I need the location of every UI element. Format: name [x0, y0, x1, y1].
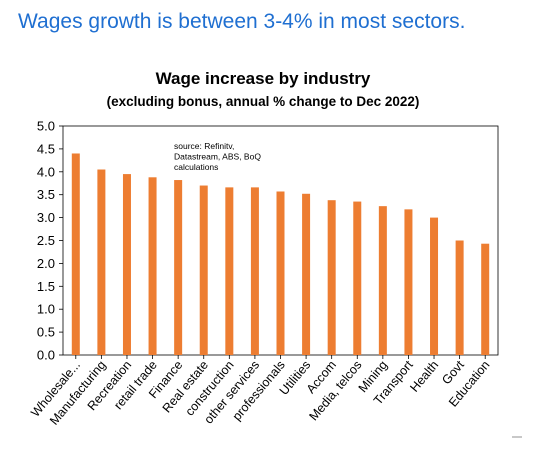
corner-mark: [512, 436, 522, 438]
y-tick-label: 0.0: [37, 348, 55, 363]
bar: [378, 206, 387, 355]
source-note-line: Datastream, ABS, BoQ: [174, 152, 261, 162]
bar: [455, 240, 464, 355]
bar: [302, 193, 311, 355]
bar: [71, 153, 80, 355]
y-tick-label: 0.5: [37, 325, 55, 340]
chart-title: Wage increase by industry: [156, 69, 371, 88]
source-note-line: source: Refinitv,: [174, 141, 234, 151]
y-tick-label: 2.5: [37, 233, 55, 248]
source-note-line: calculations: [174, 162, 218, 172]
bar: [122, 174, 131, 355]
bar: [276, 191, 285, 355]
bar: [353, 201, 362, 355]
y-tick-label: 1.0: [37, 302, 55, 317]
y-tick-label: 4.0: [37, 164, 55, 179]
bar: [225, 187, 234, 355]
bar: [97, 169, 106, 355]
y-tick-label: 2.0: [37, 256, 55, 271]
chart-subtitle: (excluding bonus, annual % change to Dec…: [107, 94, 420, 109]
bar: [327, 200, 336, 355]
y-tick-label: 3.0: [37, 210, 55, 225]
y-tick-label: 3.5: [37, 187, 55, 202]
slide-headline: Wages growth is between 3-4% in most sec…: [18, 10, 466, 33]
bar: [199, 185, 208, 355]
bar: [430, 217, 439, 355]
bar: [404, 209, 413, 355]
bar: [481, 243, 490, 355]
x-tick-label: Health: [407, 358, 441, 395]
bar: [250, 187, 259, 355]
y-tick-label: 4.5: [37, 141, 55, 156]
y-tick-label: 5.0: [37, 119, 55, 134]
bar: [174, 180, 183, 355]
bar: [148, 177, 157, 355]
y-tick-label: 1.5: [37, 279, 55, 294]
